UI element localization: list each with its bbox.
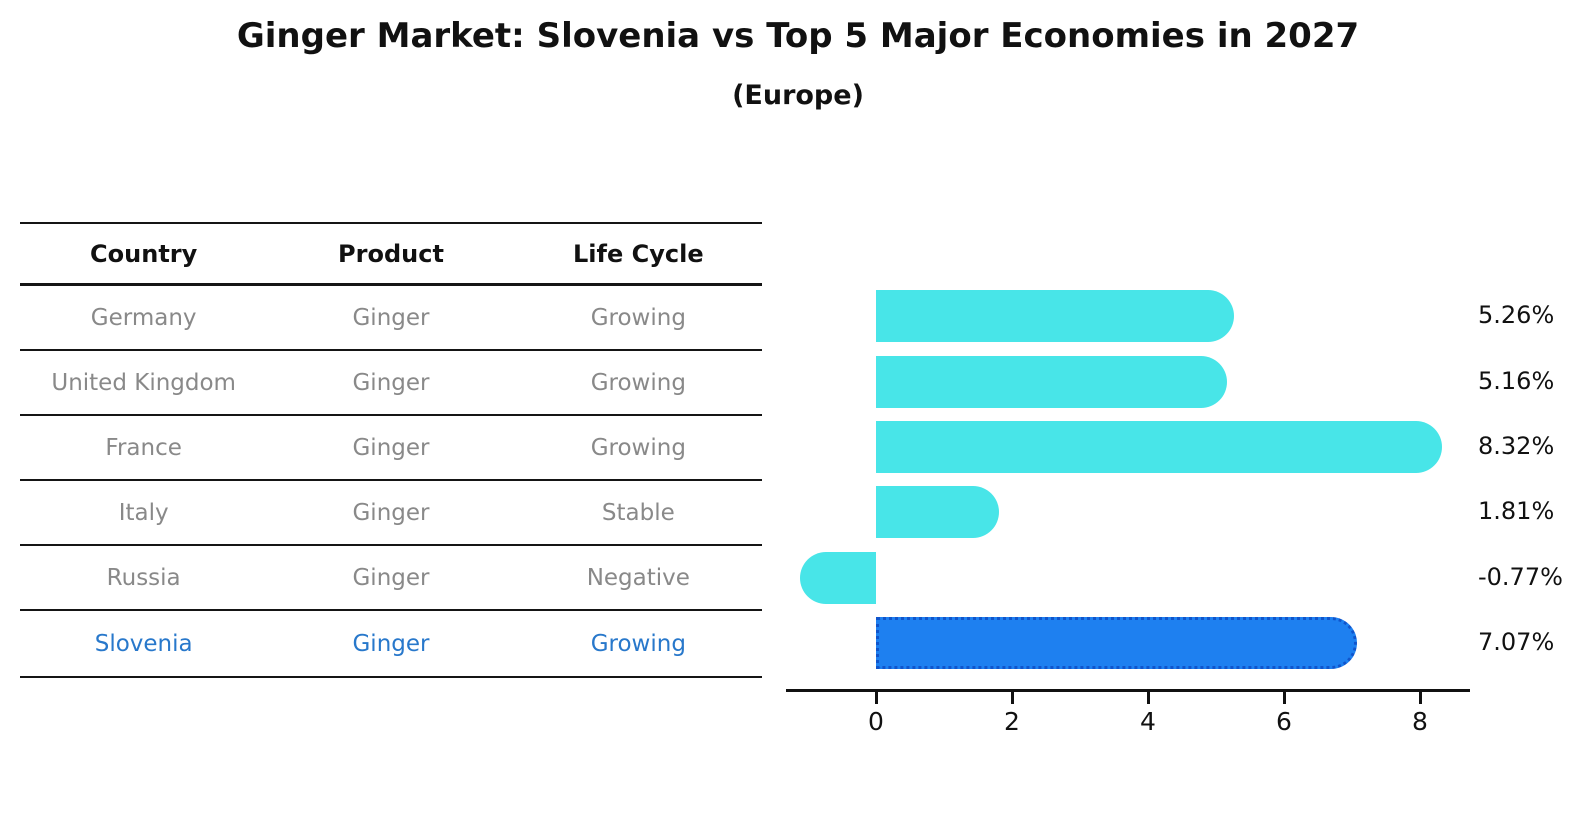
table-header-lifecycle: Life Cycle xyxy=(573,239,704,268)
bar-value-label: 8.32% xyxy=(1478,432,1555,460)
x-axis-tick-label: 8 xyxy=(1412,707,1428,736)
table-cell-life-cycle: Growing xyxy=(590,369,686,396)
bar-russia xyxy=(799,552,876,604)
table-cell-product: Ginger xyxy=(352,369,430,396)
table-row: United Kingdom Ginger Growing xyxy=(20,351,762,416)
table-cell-product: Ginger xyxy=(352,564,430,591)
bar-value-label: 5.16% xyxy=(1478,367,1555,395)
bar-value-label: 5.26% xyxy=(1478,301,1555,329)
table-cell-life-cycle: Growing xyxy=(590,630,686,657)
table-header-row: Country Product Life Cycle xyxy=(20,224,762,286)
x-axis-tick xyxy=(1146,692,1150,704)
table-row: Slovenia Ginger Growing xyxy=(20,611,762,676)
x-axis-tick-label: 6 xyxy=(1276,707,1292,736)
bar-highlight-slovenia xyxy=(876,617,1357,669)
x-axis-tick-label: 4 xyxy=(1140,707,1156,736)
table-cell-country: Slovenia xyxy=(94,630,193,657)
table-cell-life-cycle: Stable xyxy=(601,499,675,526)
table-cell-country: United Kingdom xyxy=(51,369,236,396)
bar-italy xyxy=(876,486,1000,538)
table-cell-product: Ginger xyxy=(352,304,430,331)
chart-subtitle: (Europe) xyxy=(732,80,864,111)
bar-germany xyxy=(876,290,1234,342)
table-cell-country: Russia xyxy=(106,564,181,591)
x-axis-tick-label: 2 xyxy=(1004,707,1020,736)
bar-france xyxy=(876,421,1442,473)
table-cell-life-cycle: Growing xyxy=(590,434,686,461)
bar-united-kingdom xyxy=(876,356,1227,408)
x-axis-tick xyxy=(1010,692,1014,704)
table-cell-country: Germany xyxy=(90,304,197,331)
x-axis-tick xyxy=(874,692,878,704)
table-cell-product: Ginger xyxy=(352,499,430,526)
table-cell-product: Ginger xyxy=(352,630,430,657)
table-cell-life-cycle: Growing xyxy=(590,304,686,331)
table-header-product: Product xyxy=(338,239,444,268)
x-axis-line xyxy=(786,689,1470,692)
table-row: Russia Ginger Negative xyxy=(20,546,762,611)
x-axis-tick xyxy=(1282,692,1286,704)
bar-value-label: 7.07% xyxy=(1478,628,1555,656)
table-row: Italy Ginger Stable xyxy=(20,481,762,546)
chart-title: Ginger Market: Slovenia vs Top 5 Major E… xyxy=(236,16,1360,56)
table-cell-life-cycle: Negative xyxy=(586,564,690,591)
table-row: Germany Ginger Growing xyxy=(20,286,762,351)
x-axis-tick-label: 0 xyxy=(868,707,884,736)
table-cell-country: France xyxy=(105,434,182,461)
x-axis-tick xyxy=(1418,692,1422,704)
bar-value-label: -0.77% xyxy=(1478,563,1563,591)
table-cell-product: Ginger xyxy=(352,434,430,461)
table-cell-country: Italy xyxy=(118,499,169,526)
table-header-country: Country xyxy=(90,239,198,268)
bar-value-label: 1.81% xyxy=(1478,497,1555,525)
country-table: Country Product Life Cycle Germany Ginger… xyxy=(20,222,762,678)
table-row: France Ginger Growing xyxy=(20,416,762,481)
